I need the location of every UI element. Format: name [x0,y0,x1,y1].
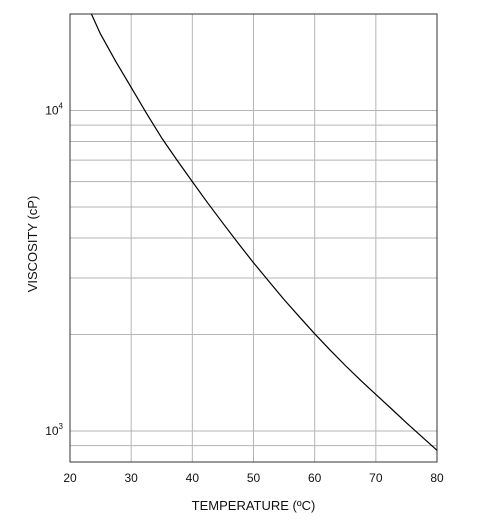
y-tick-label: 103 [45,422,63,438]
series-line-0 [90,13,438,451]
x-tick-labels: 20 30 40 50 60 70 80 [63,471,444,485]
y-tick-labels: 103 104 [45,101,63,437]
x-tick-label: 80 [430,471,444,485]
series-layer [90,13,438,451]
plot-frame [69,13,438,463]
x-tick-label: 60 [308,471,322,485]
x-tick-label: 30 [124,471,138,485]
grid [69,14,438,462]
x-axis-title: TEMPERATURE (ºC) [192,498,316,513]
x-tick-label: 20 [63,471,77,485]
y-axis-title: VISCOSITY (cP) [25,196,40,293]
y-tick-label: 104 [45,101,63,117]
x-tick-label: 50 [247,471,261,485]
x-tick-label: 40 [186,471,200,485]
x-tick-label: 70 [369,471,383,485]
